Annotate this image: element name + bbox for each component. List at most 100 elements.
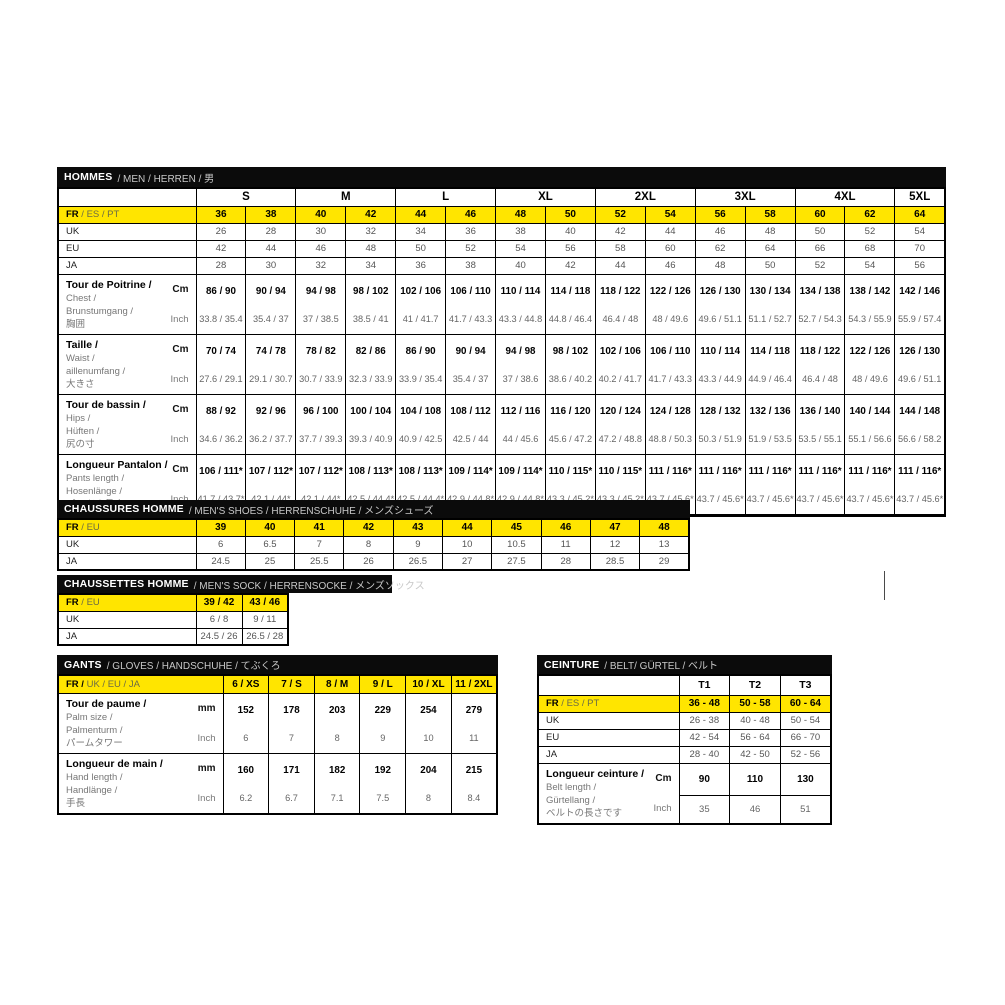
- men-size-table: S M L XL 2XL 3XL 4XL 5XL FR / ES / PT 36 38 40 42 44 4…: [57, 187, 946, 517]
- measure-value-cell: 104 / 108 40.9 / 42.5: [395, 393, 447, 455]
- value-cell: 24.5: [195, 552, 246, 571]
- stray-border-line: [884, 571, 885, 600]
- inch-value: 54.3 / 55.9: [848, 313, 892, 324]
- fr-size-cell: 40: [295, 205, 347, 224]
- unit-top-label: Cm: [172, 403, 189, 415]
- inch-value: 48.8 / 50.3: [648, 433, 692, 444]
- measure-value-cell: 111 / 116* 43.7 / 45.6*: [844, 453, 896, 516]
- value-cell: 32: [295, 256, 347, 275]
- fr-size-row: FR / EU 39 / 42 43 / 46: [57, 593, 289, 612]
- measure-value-cell: 111 / 116* 43.7 / 45.6*: [794, 453, 846, 516]
- cm-value: 122 / 126: [849, 345, 891, 357]
- value-cell: 42 - 50: [729, 745, 781, 764]
- cm-value: 192: [374, 764, 391, 776]
- label-rest: UK / EU / JA: [83, 678, 140, 690]
- measure-value-cell: 134 / 138 52.7 / 54.3: [794, 273, 846, 335]
- fr-size-cell: 45: [491, 518, 542, 537]
- inch-value: 38.6 / 40.2: [548, 373, 593, 384]
- measure-value-cell: 279 11: [450, 692, 498, 754]
- size-group-cell: 2XL: [594, 187, 696, 207]
- value-cell: 28: [540, 552, 591, 571]
- inch-value: 43.7 / 45.6*: [896, 493, 944, 504]
- cm-value: 118 / 122: [799, 345, 841, 357]
- value-cell: 66: [794, 239, 846, 258]
- socks-title-langs: / MEN'S SOCK / HERRENSOCKE / メンズソックス: [193, 580, 425, 592]
- cm-value: 134 / 138: [799, 285, 841, 297]
- measure-value-cell: 126 / 130 49.6 / 51.1: [694, 273, 746, 335]
- inch-value: 42.5 / 44: [452, 433, 489, 444]
- inch-value: 7.1: [330, 792, 344, 803]
- inch-value: 37.7 / 39.3: [299, 433, 343, 444]
- cm-value: 104 / 108: [400, 405, 442, 417]
- row-label: JA: [57, 256, 197, 275]
- inch-value: 27.6 / 29.1: [199, 373, 243, 384]
- value-cell: 54: [844, 256, 896, 275]
- inch-value: 8: [334, 732, 340, 743]
- fr-size-cell: 43: [392, 518, 443, 537]
- fr-size-cell: 50 - 58: [729, 694, 781, 713]
- value-cell: 42: [544, 256, 596, 275]
- label-rest: / EU: [78, 597, 100, 609]
- cm-value: 108 / 113*: [348, 465, 393, 477]
- cm-value: 110 / 115*: [548, 465, 593, 477]
- measure-value-cell: 74 / 78 29.1 / 30.7: [245, 333, 297, 395]
- value-cell: 52: [844, 222, 896, 241]
- fr-size-cell: 10 / XL: [405, 674, 452, 694]
- measure-value-cell: 100 / 104 39.3 / 40.9: [345, 393, 397, 455]
- cm-value: 182: [328, 764, 346, 776]
- cm-value: 144 / 148: [899, 405, 941, 417]
- size-group-cell: 5XL: [894, 187, 946, 207]
- inch-value: 33.9 / 35.4: [398, 373, 443, 384]
- inch-value: 35: [678, 795, 731, 824]
- inch-value: 53.5 / 55.1: [798, 433, 842, 444]
- value-cell: 50: [744, 256, 796, 275]
- label-bold: FR /: [66, 678, 84, 690]
- inch-value: 35.4 / 37: [452, 373, 489, 384]
- measure-value-cell: 86 / 90 33.8 / 35.4: [195, 273, 247, 335]
- value-cell: 56: [894, 256, 946, 275]
- inch-value: 36.2 / 37.7: [249, 433, 293, 444]
- measure-value-cell: 82 / 86 32.3 / 33.9: [345, 333, 397, 395]
- value-cell: 42: [195, 239, 247, 258]
- label-bold: FR: [66, 597, 79, 609]
- cm-value: 140 / 144: [849, 405, 891, 417]
- measure-value-cell: 114 / 118 44.9 / 46.4: [744, 333, 796, 395]
- measure-value-cell: 102 / 106 41 / 41.7: [395, 273, 447, 335]
- size-group-cell: XL: [495, 187, 596, 207]
- inch-value: 6: [243, 732, 249, 743]
- belt-title-bar: CEINTURE / BELT/ GÜRTEL / ベルト: [537, 655, 832, 674]
- fr-size-cell: 42: [345, 205, 397, 224]
- inch-value: 7: [288, 732, 295, 743]
- measure-label: Tour de Poitrine / Chest / Brunstumgang / 胸…: [57, 273, 197, 335]
- unit-bottom-label: Inch: [170, 313, 189, 325]
- inch-value: 42.5 / 44.4*: [347, 493, 395, 504]
- fr-size-cell: 47: [589, 518, 641, 537]
- measure-value-cell: 122 / 126 48 / 49.6: [644, 273, 696, 335]
- inch-value: 43.3 / 45.2*: [596, 493, 644, 504]
- value-cell: 24.5 / 26: [195, 627, 243, 646]
- inch-value: 51.9 / 53.5: [748, 433, 792, 444]
- men-title-bar: HOMMES / MEN / HERREN / 男: [57, 167, 946, 187]
- unit-bottom-label: Inch: [197, 792, 216, 804]
- value-cell: 6: [195, 535, 246, 554]
- label-bold: FR: [546, 698, 559, 709]
- inch-value: 6.7: [285, 792, 298, 803]
- inch-value: 42.1 / 44*: [251, 493, 291, 504]
- inch-value: 44.8 / 46.4: [548, 313, 593, 324]
- inch-value: 37 / 38.5: [302, 313, 339, 324]
- value-cell: 28.5: [589, 552, 641, 571]
- row-label: UK: [57, 610, 197, 629]
- measure-label: Tour de paume / Palm size / Palmenturm / パー…: [57, 692, 224, 754]
- value-cell: 40: [544, 222, 596, 241]
- men-socks-section: CHAUSSETTES HOMME / MEN'S SOCK / HERRENS…: [57, 575, 425, 646]
- measure-value-cell: 111 / 116* 43.7 / 45.6*: [694, 453, 746, 516]
- socks-title: CHAUSSETTES HOMME: [64, 578, 189, 590]
- value-cell: 34: [345, 256, 397, 275]
- fr-size-cell: 40: [244, 518, 296, 537]
- unit-bottom-label: Inch: [170, 433, 189, 445]
- inch-value: 8.4: [467, 792, 481, 803]
- measure-name-translation: 尻の寸: [66, 438, 95, 450]
- value-cell: 50: [794, 222, 846, 241]
- shoes-title-langs: / MEN'S SHOES / HERRENSCHUHE / メンズシューズ: [188, 505, 434, 517]
- fr-size-cell: 39 / 42: [195, 593, 243, 612]
